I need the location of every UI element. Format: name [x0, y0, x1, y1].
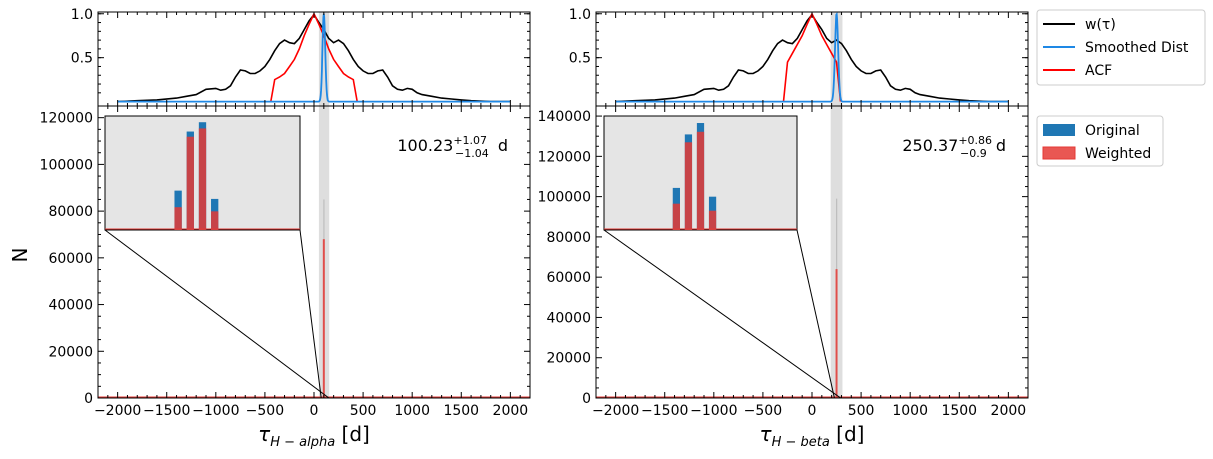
- bottom-xtick-label: −1000: [690, 403, 737, 419]
- lag-lower-error: −0.9: [960, 147, 987, 160]
- legend-label-wtau: w(τ): [1085, 17, 1116, 33]
- lag-annotation: 250.37+0.86 −0.9 d: [902, 134, 1006, 160]
- lag-value: 100.23: [397, 136, 453, 155]
- top-ytick-label: 1.0: [71, 7, 93, 23]
- chart-panel-alpha: 0.51.0020000400006000080000100000120000−…: [8, 7, 531, 450]
- bottom-ytick-label: 0: [84, 391, 93, 407]
- smoothed-dist-line: [615, 12, 1009, 103]
- bottom-xtick-label: 1000: [892, 403, 928, 419]
- bottom-xtick-label: 0: [310, 403, 319, 419]
- wtau-line: [117, 13, 511, 103]
- inset-weighted-bar: [672, 203, 680, 230]
- bottom-ytick-label: 100000: [40, 157, 93, 173]
- bottom-xtick-label: −2000: [94, 403, 141, 419]
- x-axis-label: τH − beta [d]: [760, 422, 865, 450]
- bottom-xtick-label: 1000: [394, 403, 430, 419]
- bottom-xtick-label: 0: [808, 403, 817, 419]
- acf-line: [270, 12, 358, 102]
- lag-unit: d: [493, 136, 508, 155]
- bottom-ytick-label: 120000: [538, 149, 591, 165]
- lag-upper-error: +0.86: [958, 134, 992, 147]
- weighted-histogram-bar: [322, 239, 325, 398]
- inset-weighted-bar: [211, 211, 219, 230]
- bottom-xtick-label: −500: [744, 403, 782, 419]
- legend-label-smoothed: Smoothed Dist: [1085, 40, 1189, 56]
- lag-annotation: 100.23+1.07 −1.04 d: [397, 134, 508, 160]
- shade-region-top: [830, 12, 843, 106]
- legend-label-acf: ACF: [1085, 63, 1112, 79]
- bottom-xtick-label: 1500: [443, 403, 479, 419]
- inset-weighted-bar: [186, 136, 194, 230]
- legend-swatch-original: [1043, 124, 1075, 136]
- bottom-xtick-label: 2000: [991, 403, 1027, 419]
- lag-value: 250.37: [902, 136, 958, 155]
- bottom-ytick-label: 120000: [40, 111, 93, 127]
- smoothed-dist-line: [117, 13, 511, 103]
- top-subplot: 0.5 1.0: [569, 7, 1029, 107]
- bottom-ytick-label: 20000: [48, 344, 93, 360]
- inset-weighted-bar: [708, 210, 717, 230]
- inset-weighted-bar: [198, 128, 207, 230]
- legend-swatch-weighted: [1042, 146, 1076, 160]
- bottom-subplot: 020000400006000080000100000120000140000−…: [538, 105, 1029, 450]
- bottom-xtick-label: 2000: [493, 403, 529, 419]
- top-frame: [595, 11, 1029, 107]
- top-ytick-label: 0.5: [71, 51, 93, 67]
- shade-region-top: [318, 12, 330, 106]
- legend-label-weighted: Weighted: [1085, 146, 1151, 162]
- bottom-ytick-label: 100000: [538, 190, 591, 206]
- bottom-xtick-label: −1500: [641, 403, 688, 419]
- legend-bottom: Original Weighted: [1036, 115, 1164, 167]
- inset-weighted-bar: [684, 142, 693, 230]
- legend-top: w(τ) Smoothed Dist ACF: [1036, 9, 1206, 86]
- top-ytick-label: 0.5: [569, 51, 591, 67]
- lag-unit: d: [991, 136, 1006, 155]
- bottom-xtick-label: −1500: [143, 403, 190, 419]
- bottom-xtick-label: 1500: [941, 403, 977, 419]
- top-subplot: 0.5 1.0: [71, 7, 531, 107]
- top-ytick-label: 1.0: [569, 7, 591, 23]
- bottom-ytick-label: 0: [582, 391, 591, 407]
- bottom-xtick-label: −500: [246, 403, 284, 419]
- inset-axes: [603, 115, 798, 231]
- inset-axes: [104, 115, 301, 231]
- wtau-line: [615, 13, 1009, 103]
- bottom-xtick-label: −2000: [592, 403, 639, 419]
- bottom-ytick-label: 40000: [546, 310, 591, 326]
- chart-panel-beta: 0.51.00200004000060000800001000001200001…: [538, 7, 1029, 450]
- bottom-ytick-label: 80000: [48, 204, 93, 220]
- lag-lower-error: −1.04: [455, 147, 489, 160]
- bottom-ytick-label: 80000: [546, 230, 591, 246]
- y-axis-label: N: [8, 248, 32, 263]
- inset-connector-left: [603, 229, 841, 399]
- bottom-ytick-label: 60000: [48, 251, 93, 267]
- legend-label-original: Original: [1085, 123, 1140, 139]
- bottom-xtick-label: 500: [848, 403, 875, 419]
- inset-weighted-bar: [174, 207, 182, 230]
- bottom-ytick-label: 40000: [48, 298, 93, 314]
- bottom-ytick-label: 140000: [538, 109, 591, 125]
- bottom-ytick-label: 60000: [546, 270, 591, 286]
- bottom-xtick-label: 500: [350, 403, 377, 419]
- legend-top-frame: [1036, 9, 1206, 86]
- inset-connector-right: [796, 229, 835, 399]
- x-axis-label: τH − alpha [d]: [258, 422, 370, 450]
- inset-connector-right: [299, 229, 322, 399]
- bottom-xtick-label: −1000: [192, 403, 239, 419]
- inset-weighted-bar: [696, 131, 705, 230]
- weighted-histogram-bar: [835, 269, 838, 398]
- top-frame: [97, 11, 531, 107]
- inset-connector-left: [104, 229, 330, 399]
- bottom-ytick-label: 20000: [546, 351, 591, 367]
- lag-upper-error: +1.07: [453, 134, 487, 147]
